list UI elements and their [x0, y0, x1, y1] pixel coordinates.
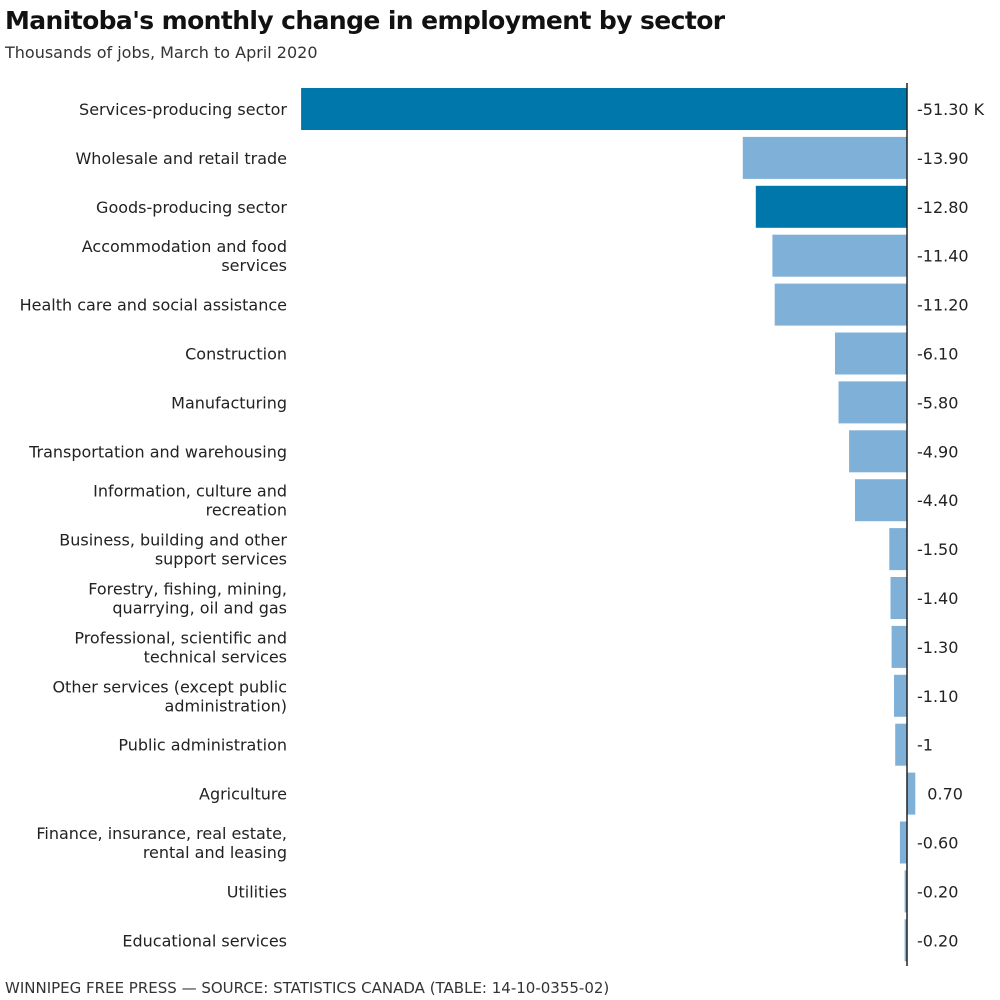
value-label: -13.90 [917, 149, 969, 168]
value-label: -1.30 [917, 638, 958, 657]
category-labels-group: Services-producing sector Wholesale and r… [20, 100, 288, 950]
bar [855, 479, 907, 522]
value-label: -4.90 [917, 442, 958, 461]
value-label: -0.20 [917, 931, 958, 950]
category-label: Transportation and warehousing [28, 442, 287, 461]
category-label: Agriculture [199, 785, 287, 804]
bar [907, 772, 916, 815]
bar [742, 136, 907, 179]
value-label: -1.10 [917, 687, 958, 706]
bar [891, 625, 907, 668]
value-label: -11.40 [917, 247, 969, 266]
value-label: -12.80 [917, 198, 969, 217]
value-label: -11.20 [917, 296, 969, 315]
category-label: Information, culture and recreation [93, 482, 287, 520]
category-label: Wholesale and retail trade [75, 149, 287, 168]
value-label: -0.20 [917, 882, 958, 901]
category-label: Goods-producing sector [96, 198, 287, 217]
category-label: Manufacturing [171, 393, 287, 412]
bars-group [301, 88, 916, 962]
category-label: Health care and social assistance [20, 296, 287, 315]
chart-title: Manitoba's monthly change in employment … [5, 6, 725, 35]
bar [889, 528, 907, 571]
source-credit: WINNIPEG FREE PRESS — SOURCE: STATISTICS… [5, 979, 610, 997]
value-label: -5.80 [917, 393, 958, 412]
value-label: -1.40 [917, 589, 958, 608]
category-label: Accommodation and food services [82, 237, 287, 275]
bar-chart: Services-producing sector Wholesale and r… [20, 83, 985, 966]
category-label: Public administration [118, 736, 287, 755]
bar [301, 88, 908, 130]
bar [904, 919, 907, 962]
category-label: Forestry, fishing, mining, quarrying, oil… [88, 580, 287, 618]
value-label: -51.30 K [917, 100, 985, 119]
bar [904, 870, 907, 913]
bar [772, 234, 907, 277]
value-label: -1 [917, 736, 933, 755]
bar [835, 332, 907, 375]
category-label: Business, building and other support serv… [59, 531, 287, 569]
value-label: -4.40 [917, 491, 958, 510]
category-label: Educational services [122, 931, 287, 950]
bar [838, 381, 907, 424]
value-label: 0.70 [927, 785, 963, 804]
category-label: Utilities [227, 882, 287, 901]
category-label: Services-producing sector [79, 100, 287, 119]
bar [894, 674, 907, 717]
value-label: -0.60 [917, 834, 958, 853]
bar [849, 430, 907, 473]
bar [774, 283, 907, 326]
chart-subtitle: Thousands of jobs, March to April 2020 [5, 43, 318, 62]
bar [755, 185, 907, 228]
category-label: Finance, insurance, real estate, rental a… [36, 824, 287, 862]
category-label: Professional, scientific and technical se… [74, 628, 287, 666]
category-label: Construction [185, 345, 287, 364]
bar [890, 577, 907, 619]
bar [899, 821, 907, 864]
value-label: -1.50 [917, 540, 958, 559]
category-label: Other services (except public administrat… [52, 677, 287, 715]
bar [895, 723, 907, 766]
value-label: -6.10 [917, 345, 958, 364]
value-labels-group: -51.30 K -13.90 -12.80 -11.40 -11.20 -6.10 -5.… [917, 100, 985, 950]
